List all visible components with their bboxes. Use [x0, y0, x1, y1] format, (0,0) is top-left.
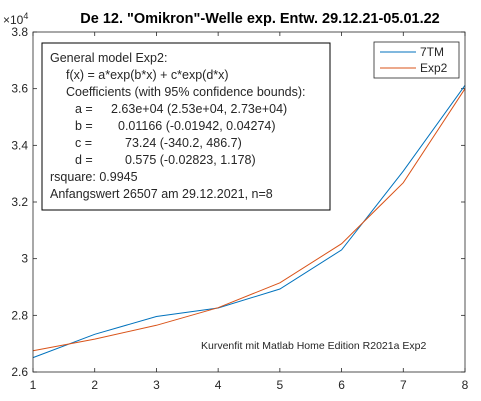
x-tick-label: 2 — [91, 378, 98, 392]
coef-b-label: b = — [75, 119, 93, 133]
x-tick-label: 4 — [215, 378, 222, 392]
fit-model-title: General model Exp2: — [50, 51, 167, 65]
y-tick-label: 3.2 — [11, 195, 28, 209]
legend: 7TM Exp2 — [373, 41, 460, 79]
rsquare: rsquare: 0.9945 — [50, 170, 138, 184]
y-tick-label: 3.8 — [11, 25, 28, 39]
coef-c-label: c = — [75, 136, 92, 150]
y-tick-label: 3 — [21, 252, 28, 266]
series-lines — [32, 85, 466, 359]
fit-results-frame — [41, 42, 331, 211]
chart-title: De 12. "Omikron"-Welle exp. Entw. 29.12.… — [80, 11, 440, 27]
y-exponent-label: ×104 — [3, 11, 28, 27]
x-tick-label: 7 — [400, 378, 407, 392]
y-tick-label: 2.8 — [11, 308, 28, 322]
coef-c-value: 73.24 (-340.2, 486.7) — [125, 136, 242, 150]
software-note: Kurvenfit mit Matlab Home Edition R2021a… — [201, 340, 426, 352]
x-tick-label: 8 — [462, 378, 469, 392]
axes-box — [32, 31, 466, 373]
fit-formula: f(x) = a*exp(b*x) + c*exp(d*x) — [66, 68, 229, 82]
x-tick-label: 1 — [30, 378, 37, 392]
start-value-note: Anfangswert 26507 am 29.12.2021, n=8 — [50, 187, 273, 201]
series-line-exp2 — [32, 88, 466, 352]
y-exponent-base: ×10 — [3, 13, 24, 27]
y-exponent-power: 4 — [23, 11, 28, 21]
legend-box — [373, 41, 460, 79]
coef-d-value: 0.575 (-0.02823, 1.178) — [125, 153, 256, 167]
fit-results-box: General model Exp2: f(x) = a*exp(b*x) + … — [41, 42, 331, 211]
y-tick-label: 3.4 — [11, 138, 28, 152]
series-line-7tm — [32, 85, 466, 359]
legend-label-exp2: Exp2 — [420, 61, 448, 75]
fit-coefficients-header: Coefficients (with 95% confidence bounds… — [66, 85, 306, 99]
y-tick-label: 2.6 — [11, 365, 28, 379]
legend-label-7tm: 7TM — [420, 45, 444, 59]
coef-b-value: 0.01166 (-0.01942, 0.04274) — [118, 119, 276, 133]
y-tick-label: 3.6 — [11, 82, 28, 96]
coef-d-label: d = — [75, 153, 93, 167]
coef-a-value: 2.63e+04 (2.53e+04, 2.73e+04) — [111, 102, 287, 116]
coef-a-label: a = — [75, 102, 93, 116]
x-tick-label: 3 — [153, 378, 160, 392]
x-tick-label: 6 — [338, 378, 345, 392]
x-tick-label: 5 — [277, 378, 284, 392]
